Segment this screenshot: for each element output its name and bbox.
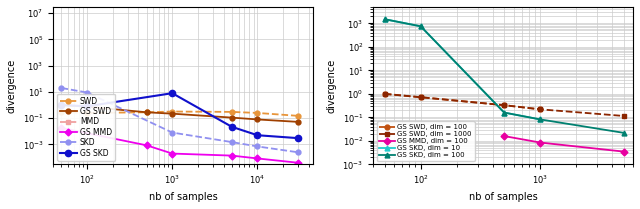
Line: GS SWD, dim = 100: GS SWD, dim = 100	[382, 92, 543, 112]
GS SKD, dim = 10	[500, 111, 508, 114]
GS SKD, dim = 100	[500, 111, 508, 114]
SKD	[228, 141, 236, 143]
SWD	[143, 111, 150, 113]
GS MMD, dim = 100	[500, 135, 508, 137]
GS MMD	[168, 152, 176, 155]
GS SKD	[294, 137, 302, 139]
X-axis label: nb of samples: nb of samples	[468, 192, 538, 202]
Y-axis label: divergence: divergence	[327, 59, 337, 113]
Line: SKD: SKD	[59, 85, 301, 155]
Line: GS MMD: GS MMD	[59, 125, 301, 165]
SWD	[168, 110, 176, 113]
GS MMD	[253, 157, 261, 160]
SWD	[228, 111, 236, 113]
GS SWD	[143, 111, 150, 113]
GS MMD	[143, 144, 150, 147]
GS SWD, dim = 1000	[536, 108, 544, 111]
GS SWD	[83, 105, 91, 108]
GS SWD	[168, 112, 176, 115]
GS SWD, dim = 100	[536, 108, 544, 111]
GS SWD	[58, 104, 65, 106]
GS SWD, dim = 1000	[620, 115, 627, 117]
GS SWD	[253, 118, 261, 121]
SWD	[253, 112, 261, 114]
GS SWD	[228, 116, 236, 119]
SKD	[168, 131, 176, 134]
GS SKD, dim = 10	[381, 18, 388, 20]
GS SKD, dim = 100	[536, 118, 544, 121]
GS MMD, dim = 100	[620, 150, 627, 153]
GS SKD, dim = 100	[620, 132, 627, 134]
GS SWD, dim = 100	[500, 104, 508, 106]
Line: GS SWD: GS SWD	[59, 103, 301, 124]
GS SKD	[83, 105, 91, 108]
SWD	[83, 112, 91, 114]
SWD	[58, 111, 65, 113]
GS SKD, dim = 10	[417, 25, 424, 28]
Line: GS MMD, dim = 100: GS MMD, dim = 100	[502, 134, 626, 154]
GS MMD	[294, 162, 302, 164]
Line: GS SKD, dim = 10: GS SKD, dim = 10	[382, 17, 543, 122]
SKD	[253, 145, 261, 148]
GS SWD, dim = 1000	[381, 93, 388, 95]
Line: GS SKD, dim = 100: GS SKD, dim = 100	[382, 17, 626, 135]
GS SKD	[253, 134, 261, 136]
SKD	[294, 151, 302, 154]
X-axis label: nb of samples: nb of samples	[148, 192, 218, 202]
GS MMD	[228, 154, 236, 157]
GS SKD	[228, 126, 236, 128]
SWD	[294, 115, 302, 117]
GS SWD, dim = 100	[417, 96, 424, 98]
GS MMD, dim = 100	[536, 141, 544, 144]
GS SKD	[168, 92, 176, 94]
SKD	[83, 91, 91, 94]
GS SWD, dim = 1000	[500, 104, 508, 106]
GS MMD	[58, 127, 65, 129]
Y-axis label: divergence: divergence	[7, 59, 17, 113]
SKD	[58, 87, 65, 89]
GS SWD	[294, 121, 302, 123]
Line: SWD: SWD	[59, 109, 301, 118]
GS SWD, dim = 100	[381, 93, 388, 95]
GS SKD, dim = 100	[381, 18, 388, 20]
Line: GS SWD, dim = 1000: GS SWD, dim = 1000	[382, 92, 626, 118]
Line: GS SKD: GS SKD	[58, 90, 301, 141]
Legend: GS SWD, dim = 100, GS SWD, dim = 1000, GS MMD, dim = 100, GS SKD, dim = 10, GS S: GS SWD, dim = 100, GS SWD, dim = 1000, G…	[377, 121, 475, 161]
Legend: SWD, GS SWD, MMD, GS MMD, SKD, GS SKD: SWD, GS SWD, MMD, GS MMD, SKD, GS SKD	[57, 94, 115, 161]
GS SKD, dim = 100	[417, 25, 424, 28]
GS SKD, dim = 10	[536, 118, 544, 121]
GS SKD	[58, 104, 65, 106]
GS SWD, dim = 1000	[417, 96, 424, 98]
